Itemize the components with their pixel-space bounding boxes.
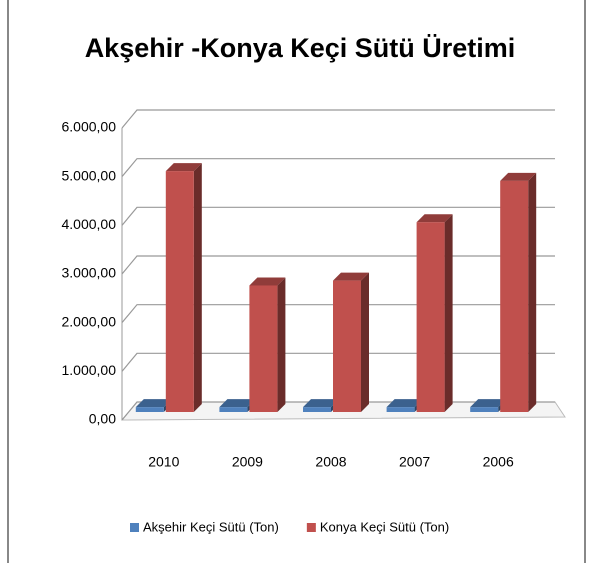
bar-top bbox=[386, 399, 423, 408]
bar-side bbox=[277, 277, 286, 412]
bar bbox=[333, 280, 361, 412]
bar bbox=[135, 407, 164, 412]
chart-title: Akşehir -Konya Keçi Sütü Üretimi bbox=[85, 33, 516, 63]
legend-label: Akşehir Keçi Sütü (Ton) bbox=[143, 519, 279, 534]
y-tick-label: 4.000,00 bbox=[62, 216, 117, 232]
y-tick-label: 0,00 bbox=[89, 411, 116, 427]
x-tick-label: 2006 bbox=[483, 454, 514, 470]
legend-swatch bbox=[130, 523, 139, 532]
bar-side bbox=[193, 163, 202, 412]
bar bbox=[219, 407, 248, 412]
bar bbox=[303, 407, 331, 412]
bar bbox=[386, 407, 415, 412]
bar-top bbox=[303, 399, 339, 408]
grid-line bbox=[121, 255, 555, 275]
x-tick-label: 2007 bbox=[399, 454, 430, 470]
bar bbox=[470, 407, 499, 412]
legend-swatch bbox=[306, 523, 316, 532]
bar-top bbox=[249, 277, 286, 286]
bar-top bbox=[416, 214, 453, 223]
x-tick-label: 2010 bbox=[148, 454, 179, 470]
bar bbox=[416, 222, 445, 412]
bar-top bbox=[165, 163, 202, 172]
grid-line bbox=[121, 206, 555, 226]
grid-line bbox=[121, 352, 555, 372]
y-tick-label: 5.000,00 bbox=[62, 167, 117, 183]
x-tick-label: 2008 bbox=[315, 454, 346, 470]
x-tick-label: 2009 bbox=[232, 454, 263, 470]
bar bbox=[500, 180, 529, 412]
grid-line bbox=[121, 304, 555, 324]
y-tick-label: 3.000,00 bbox=[62, 265, 117, 281]
bar bbox=[165, 171, 194, 412]
y-tick-label: 2.000,00 bbox=[62, 313, 117, 329]
y-tick-label: 1.000,00 bbox=[62, 362, 117, 378]
bar-top bbox=[333, 272, 369, 281]
bar-side bbox=[528, 172, 537, 412]
y-tick-label: 6.000,00 bbox=[62, 119, 117, 135]
grid-line bbox=[121, 109, 555, 129]
bar-top bbox=[470, 399, 507, 408]
grid-line bbox=[121, 158, 555, 178]
bar-top bbox=[219, 399, 256, 408]
bar-top bbox=[500, 172, 537, 181]
bar bbox=[249, 285, 278, 412]
bar-side bbox=[361, 272, 369, 412]
bar-side bbox=[444, 214, 453, 412]
legend-label: Konya Keçi Sütü (Ton) bbox=[320, 519, 449, 534]
bar-top bbox=[135, 399, 172, 408]
